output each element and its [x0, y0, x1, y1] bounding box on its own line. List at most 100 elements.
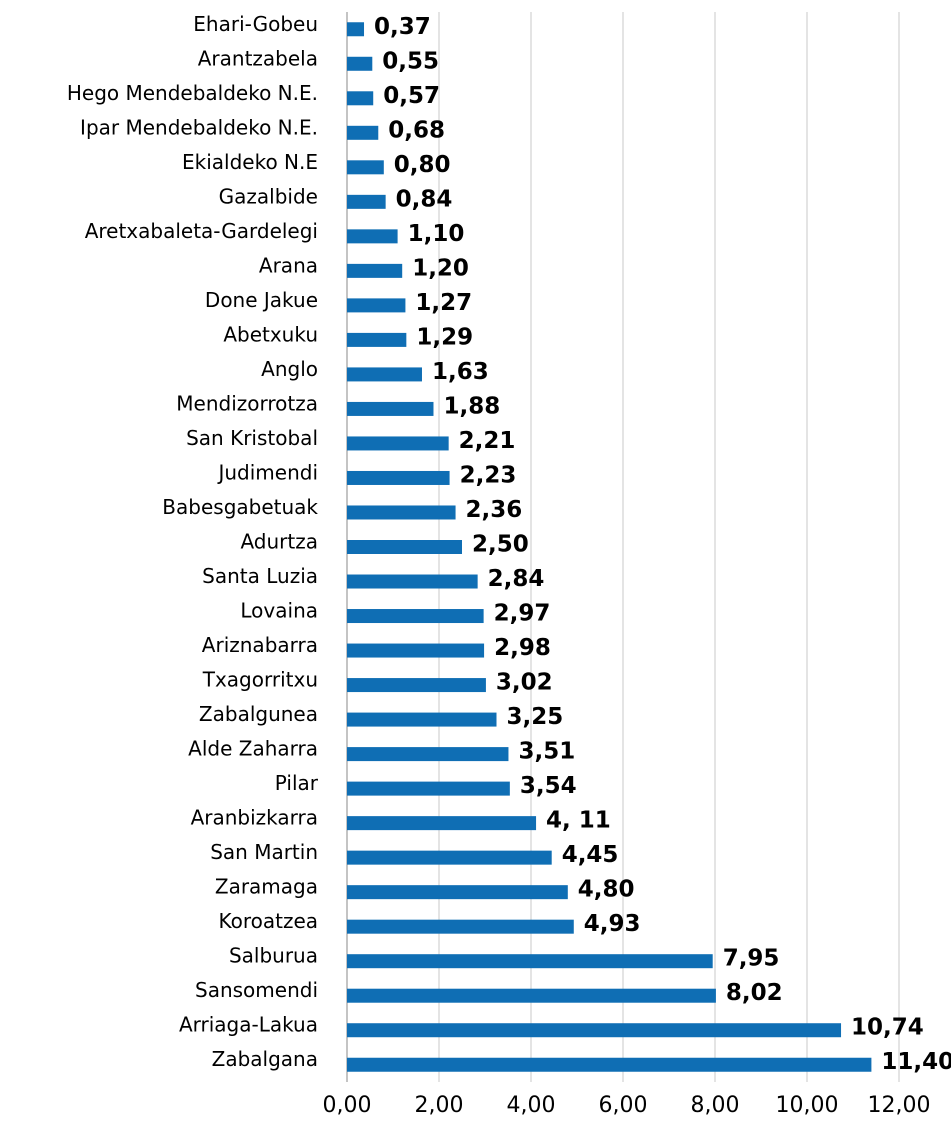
y-tick-label: Ekialdeko N.E [182, 150, 318, 174]
y-tick-label: Anglo [261, 357, 318, 381]
bar [347, 401, 434, 416]
bar [347, 678, 486, 693]
bar [347, 332, 407, 347]
value-label: 0,80 [394, 152, 451, 178]
y-tick-label: Arriaga-Lakua [179, 1013, 318, 1037]
value-label: 1,20 [412, 255, 469, 281]
y-tick-label: Arantzabela [198, 46, 318, 70]
bar [347, 470, 450, 485]
value-label: 0,55 [382, 48, 439, 74]
bar [347, 22, 365, 37]
value-label: 4,93 [584, 911, 641, 937]
bar [347, 885, 568, 900]
value-label: 4,80 [578, 877, 635, 903]
bar [347, 91, 374, 106]
y-tick-label: San Kristobal [186, 426, 318, 450]
bar [347, 367, 422, 382]
y-tick-label: Babesgabetuak [162, 495, 318, 519]
bar [347, 712, 497, 727]
value-label: 4, 11 [546, 808, 611, 834]
value-label: 3,51 [518, 739, 575, 765]
y-tick-label: Abetxuku [223, 322, 318, 346]
bar [347, 229, 398, 244]
y-tick-label: Sansomendi [195, 978, 318, 1002]
value-label: 3,25 [507, 704, 564, 730]
y-tick-label: Koroatzea [218, 909, 318, 933]
bar [347, 816, 537, 831]
value-label: 2,36 [466, 497, 523, 523]
bar [347, 1057, 872, 1072]
x-tick-label: 12,00 [868, 1093, 931, 1118]
bar [347, 850, 552, 865]
value-label: 2,84 [488, 566, 545, 592]
y-tick-label: Ariznabarra [202, 633, 318, 657]
y-tick-label: Santa Luzia [202, 564, 318, 588]
y-tick-label: San Martin [210, 840, 318, 864]
y-tick-label: Lovaina [240, 599, 318, 623]
value-label: 2,21 [459, 428, 516, 454]
value-label: 10,74 [851, 1015, 924, 1041]
bar [347, 540, 462, 554]
value-label: 4,45 [562, 842, 619, 868]
y-tick-label: Arana [259, 253, 318, 277]
bar [347, 56, 373, 71]
value-label: 7,95 [723, 946, 780, 972]
y-tick-label: Zabalgunea [199, 702, 318, 726]
value-label: 2,50 [472, 532, 529, 558]
y-tick-label: Alde Zaharra [188, 737, 318, 761]
bar [347, 125, 379, 140]
value-label: 1,29 [416, 324, 473, 350]
y-tick-label: Gazalbide [219, 184, 318, 208]
y-tick-label: Aretxabaleta-Gardelegi [85, 219, 318, 243]
value-label: 0,57 [383, 83, 440, 109]
value-label: 0,68 [388, 117, 445, 143]
bar [347, 263, 403, 278]
y-tick-label: Hego Mendebaldeko N.E. [67, 81, 318, 105]
value-label: 2,98 [494, 635, 551, 661]
bar [347, 574, 478, 589]
value-label: 11,40 [881, 1049, 951, 1075]
x-tick-label: 0,00 [323, 1093, 372, 1118]
value-label: 8,02 [726, 980, 783, 1006]
y-tick-label: Txagorritxu [202, 668, 318, 692]
value-label: 0,84 [396, 186, 453, 212]
bar [347, 781, 510, 796]
x-tick-label: 8,00 [691, 1093, 740, 1118]
y-tick-label: Judimendi [216, 460, 318, 484]
bar [347, 505, 456, 520]
bar [347, 436, 449, 451]
y-tick-label: Ehari-Gobeu [193, 12, 318, 36]
y-tick-label: Salburua [229, 944, 318, 968]
y-tick-label: Adurtza [240, 530, 318, 554]
bar [347, 609, 484, 624]
value-label: 2,23 [460, 462, 517, 488]
bar [347, 643, 485, 658]
y-tick-label: Ipar Mendebaldeko N.E. [80, 115, 318, 139]
bar [347, 1023, 842, 1038]
value-label: 1,63 [432, 359, 489, 385]
y-tick-label: Pilar [275, 771, 319, 795]
bar [347, 298, 406, 313]
x-tick-label: 10,00 [776, 1093, 839, 1118]
value-label: 3,54 [520, 773, 577, 799]
value-label: 3,02 [496, 670, 553, 696]
value-label: 1,27 [415, 290, 472, 316]
value-label: 0,37 [374, 14, 431, 40]
y-tick-label: Done Jakue [205, 288, 318, 312]
x-tick-label: 6,00 [599, 1093, 648, 1118]
y-tick-label: Mendizorrotza [176, 391, 318, 415]
bar [347, 194, 386, 209]
value-label: 1,10 [408, 221, 465, 247]
y-tick-label: Aranbizkarra [191, 806, 318, 830]
value-label: 1,88 [443, 393, 500, 419]
bar [347, 160, 384, 175]
x-tick-label: 4,00 [507, 1093, 556, 1118]
bar [347, 988, 716, 1003]
x-tick-label: 2,00 [415, 1093, 464, 1118]
bar [347, 954, 713, 969]
bar [347, 919, 574, 934]
value-label: 2,97 [494, 601, 551, 627]
y-tick-label: Zabalgana [212, 1047, 318, 1071]
y-tick-label: Zaramaga [215, 875, 318, 899]
